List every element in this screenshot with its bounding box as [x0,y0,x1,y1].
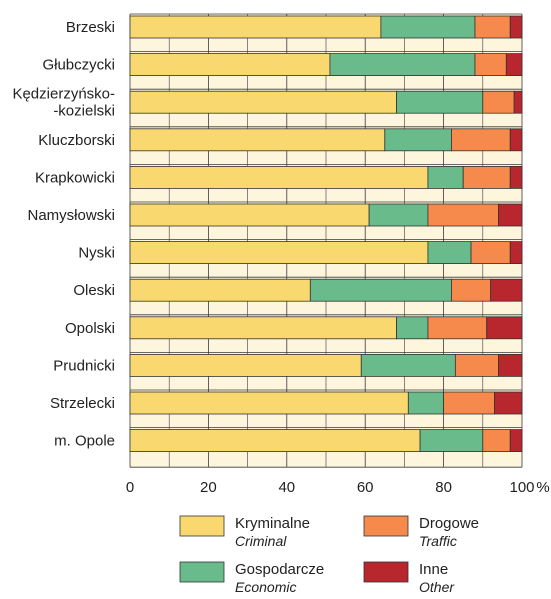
bar-segment [360,353,456,377]
bar-segment [494,391,523,415]
bar-segment [509,165,523,189]
legend-label-en: Criminal [235,533,287,549]
legend-swatch [363,561,409,583]
bar-segment [462,165,511,189]
bar-segment [129,429,421,453]
bar-segment [129,53,331,76]
legend-label-en: Economic [235,579,296,595]
bar-segment [384,128,452,152]
x-tick-label: 0 [126,479,134,496]
bar-segment [451,278,492,302]
bar-segment [443,391,495,415]
bar-segment [474,15,511,39]
category-label: m. Opole [54,433,115,450]
bar-segment [129,165,429,189]
bar-segment [129,15,382,39]
x-axis: 0 20 40 60 80 100% [126,479,550,496]
category-label: Kędzierzyńsko- [12,86,115,103]
bar-segment [396,316,429,340]
bar-segment [329,53,476,76]
category-label: Opolski [65,320,115,337]
bar-segment [509,15,523,39]
legend-swatch [179,561,225,583]
bar-segment [509,128,523,152]
bar-segment [490,278,523,302]
bars [129,15,523,453]
bar-segment [129,203,370,227]
x-unit-label: % [536,479,549,496]
legend-label: Inne [419,561,448,578]
legend-swatch [363,515,409,537]
category-label: Głubczycki [42,57,115,74]
x-tick-label: 20 [200,479,217,496]
bar-segment [129,128,386,152]
legend-swatch [179,515,225,537]
bar-segment [427,165,464,189]
bar-segment [451,128,511,152]
bar-segment [474,53,507,76]
legend-label: Kryminalne [235,515,310,532]
bar-segment [407,391,445,415]
bar-segment [427,241,472,265]
x-tick-label: 100 [509,479,534,496]
category-label: Namysłowski [27,207,115,224]
bar-segment [380,15,476,39]
category-label: Strzelecki [50,395,115,412]
category-label: Kluczborski [38,132,115,149]
bar-segment [513,90,523,114]
legend-label: Gospodarcze [235,561,324,578]
bar-segment [454,353,499,377]
category-label: Krapkowicki [35,169,115,186]
bar-segment [427,203,499,227]
bar-segment [129,278,311,302]
bar-segment [419,429,484,453]
category-label: Oleski [73,282,115,299]
bar-segment [498,353,523,377]
bar-segment [129,316,397,340]
bar-segment [482,429,511,453]
bar-segment [427,316,488,340]
bar-segment [509,241,523,265]
category-labels: Brzeski Głubczycki Kędzierzyńsko--kozielsk… [12,19,115,450]
bar-segment [509,429,523,453]
legend-label: Drogowe [419,515,479,532]
bar-segment [129,241,429,265]
bar-segment [309,278,452,302]
bar-segment [505,53,523,76]
legend-label-en: Other [419,579,455,595]
bar-segment [482,90,515,114]
bar-segment [368,203,429,227]
x-tick-label: 80 [435,479,452,496]
bar-segment [486,316,523,340]
category-label: -kozielski [53,103,115,120]
legend-label-en: Traffic [419,533,457,549]
bar-segment [129,353,362,377]
x-tick-label: 60 [357,479,374,496]
bar-segment [129,90,397,114]
category-label: Nyski [78,245,115,262]
category-label: Prudnicki [53,357,115,374]
x-tick-label: 40 [278,479,295,496]
category-label: Brzeski [66,19,115,36]
bar-segment [129,391,409,415]
bar-segment [396,90,484,114]
bar-segment [498,203,523,227]
bar-segment [470,241,511,265]
